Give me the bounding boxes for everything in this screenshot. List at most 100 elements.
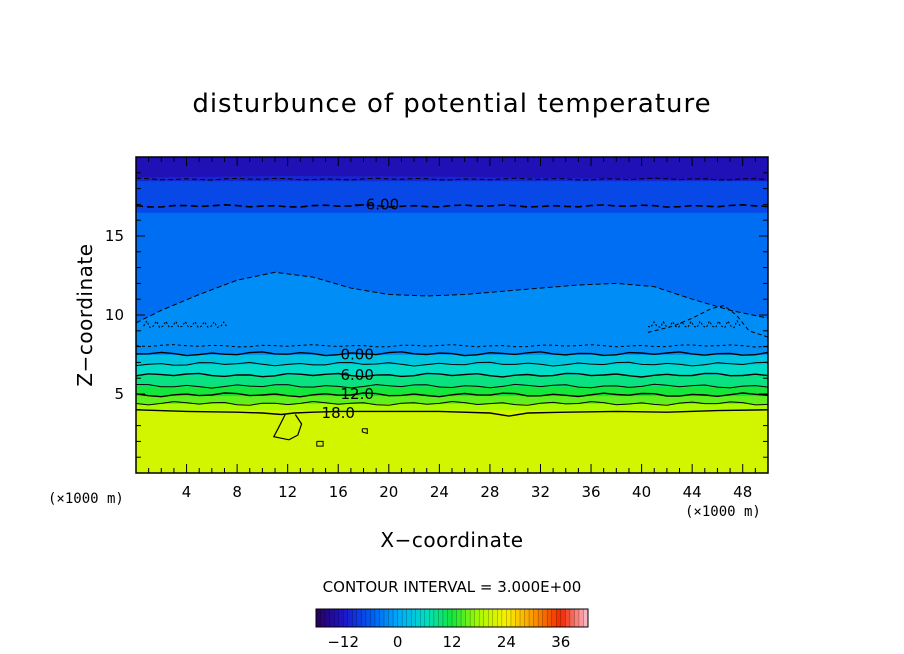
x-tick-label: 32 xyxy=(531,483,550,501)
contour-neg-3 xyxy=(136,271,768,324)
x-tick-label: 24 xyxy=(430,483,449,501)
shaded-band xyxy=(136,403,768,411)
x-unit-right: (×1000 m) xyxy=(685,504,761,520)
shading-top xyxy=(136,157,768,181)
colorbar-cell xyxy=(497,609,503,627)
contour-blob-a xyxy=(316,440,324,447)
shaded-band xyxy=(136,354,768,365)
shaded-band xyxy=(136,409,768,473)
colorbar-cell xyxy=(488,609,494,627)
colorbar-tick-label: 36 xyxy=(551,633,570,651)
colorbar-cell xyxy=(510,609,516,627)
colorbar-cell xyxy=(379,609,385,627)
contour-scribble-right xyxy=(647,319,741,329)
x-unit-left: (×1000 m) xyxy=(48,491,124,507)
colorbar-tick-label: 24 xyxy=(497,633,516,651)
colorbar-cell xyxy=(474,609,480,627)
contour-label: 18.0 xyxy=(322,404,355,422)
colorbar-cell xyxy=(456,609,462,627)
colorbar-cell xyxy=(406,609,412,627)
colorbar-cell xyxy=(483,609,489,627)
colorbar-cell xyxy=(384,609,389,627)
colorbar-cell xyxy=(479,609,485,627)
colorbar-cell xyxy=(370,609,376,627)
y-tick-label: 5 xyxy=(114,385,124,403)
shaded-band xyxy=(136,386,768,397)
colorbar-cell xyxy=(438,609,444,627)
colorbar-cell xyxy=(547,609,553,627)
x-tick-label: 12 xyxy=(278,483,297,501)
y-tick-label: 15 xyxy=(105,227,124,245)
colorbar-cell xyxy=(583,609,589,627)
colorbar-cell xyxy=(442,609,448,627)
contour-scribble-left xyxy=(143,319,228,329)
contour-blob-b xyxy=(361,428,368,435)
colorbar-cell xyxy=(501,609,507,627)
shading-variations xyxy=(136,157,768,355)
contour-18 xyxy=(136,409,768,417)
contour-3 xyxy=(136,361,768,367)
colorbar-tick-label: 0 xyxy=(393,633,403,651)
contour-interval-text: CONTOUR INTERVAL = 3.000E+00 xyxy=(323,578,582,596)
colorbar-cell xyxy=(565,609,571,627)
colorbar-cell xyxy=(465,609,471,627)
x-axis-label: X−coordinate xyxy=(380,528,523,552)
colorbar-cell xyxy=(533,609,539,627)
colorbar-cell xyxy=(429,609,435,627)
x-tick-label: 4 xyxy=(182,483,192,501)
contour-label: 0.00 xyxy=(340,346,373,364)
colorbar-cell xyxy=(560,609,566,627)
chart-title: disturbunce of potential temperature xyxy=(192,89,711,119)
contour-12 xyxy=(136,392,768,398)
colorbar-cell xyxy=(420,609,426,627)
contour-label: 6.00 xyxy=(340,366,373,384)
colorbar-cell xyxy=(506,609,512,627)
colorbar-cell xyxy=(470,609,476,627)
colorbar xyxy=(315,608,589,628)
contour-0 xyxy=(136,351,768,357)
colorbar-cell xyxy=(320,609,326,627)
contour-neg-9 xyxy=(136,177,768,181)
colorbar-cell xyxy=(452,609,457,627)
colorbar-cell xyxy=(393,609,398,627)
contour-label: 12.0 xyxy=(340,385,373,403)
colorbar-cell xyxy=(352,609,358,627)
x-tick-label: 40 xyxy=(632,483,651,501)
x-tick-label: 28 xyxy=(480,483,499,501)
colorbar-cell xyxy=(316,609,321,627)
colorbar-cell xyxy=(343,609,349,627)
contour-18-loop xyxy=(272,414,303,441)
colorbar-ticks: −12 0 12 24 36 xyxy=(327,633,570,651)
contour-neg-3-right xyxy=(647,304,768,338)
colorbar-cell xyxy=(334,609,340,627)
x-tick-label: 8 xyxy=(232,483,242,501)
x-axis-ticks: 4 8 12 16 20 24 28 32 36 40 44 48 xyxy=(148,157,756,501)
colorbar-cell xyxy=(356,609,362,627)
colorbar-cell xyxy=(402,609,408,627)
x-tick-label: 16 xyxy=(329,483,348,501)
colorbar-cell xyxy=(433,609,439,627)
colorbar-cell xyxy=(574,609,580,627)
shaded-band xyxy=(136,395,768,404)
colorbar-cell xyxy=(492,609,498,627)
colorbar-cell xyxy=(461,609,466,627)
colorbar-cell xyxy=(338,609,344,627)
x-tick-label: 20 xyxy=(379,483,398,501)
contour-lines xyxy=(136,177,768,447)
y-tick-label: 10 xyxy=(105,306,124,324)
colorbar-cell xyxy=(424,609,430,627)
colorbar-cell xyxy=(397,609,403,627)
colorbar-cell xyxy=(329,609,335,627)
colorbar-cell xyxy=(515,609,521,627)
contour-9 xyxy=(136,383,768,389)
colorbar-cell xyxy=(524,609,530,627)
plot-area xyxy=(136,157,768,473)
colorbar-tick-label: −12 xyxy=(327,633,359,651)
shaded-band xyxy=(136,180,768,213)
y-axis-label: Z−coordinate xyxy=(73,243,97,386)
colorbar-cell xyxy=(529,609,534,627)
colorbar-cell xyxy=(374,609,380,627)
colorbar-cell xyxy=(520,609,525,627)
